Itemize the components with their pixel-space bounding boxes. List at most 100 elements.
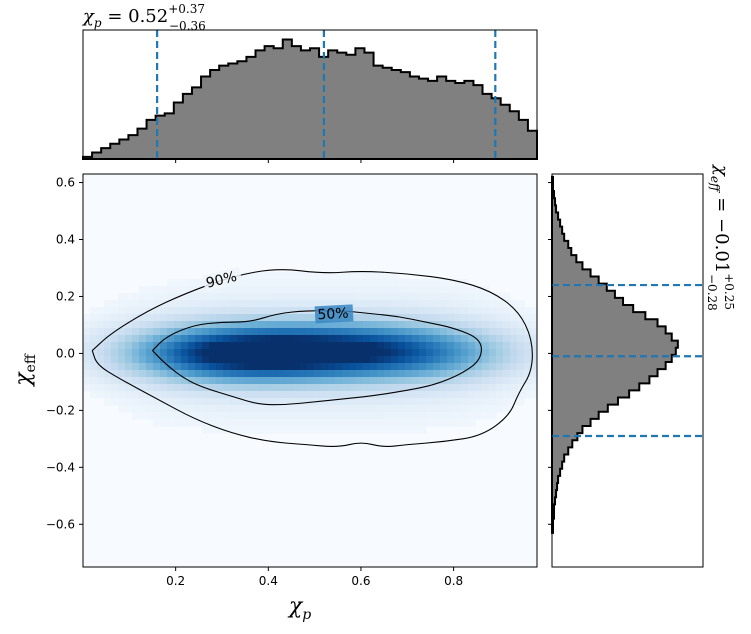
density-cell <box>496 349 504 357</box>
density-cell <box>510 300 518 308</box>
density-cell <box>468 328 476 336</box>
density-cell <box>426 321 434 329</box>
density-cell <box>440 363 448 371</box>
density-cell <box>160 307 168 315</box>
density-cell <box>244 335 252 343</box>
density-cell <box>314 342 322 350</box>
density-cell <box>125 300 133 308</box>
density-cell <box>293 349 301 357</box>
density-cell <box>153 314 161 322</box>
y-tick-label: −0.6 <box>46 517 75 531</box>
density-cell <box>377 377 385 385</box>
density-cell <box>412 398 420 406</box>
density-cell <box>258 405 266 413</box>
density-cell <box>335 377 343 385</box>
density-cell <box>454 398 462 406</box>
density-cell <box>461 412 469 420</box>
density-cell <box>391 293 399 301</box>
density-cell <box>272 370 280 378</box>
density-cell <box>503 342 511 350</box>
density-cell <box>293 314 301 322</box>
density-cell <box>125 293 133 301</box>
density-cell <box>342 328 350 336</box>
density-cell <box>181 391 189 399</box>
density-cell <box>90 356 98 364</box>
density-cell <box>265 335 273 343</box>
density-cell <box>139 286 147 294</box>
density-cell <box>279 349 287 357</box>
density-cell <box>90 328 98 336</box>
density-cell <box>335 370 343 378</box>
density-cell <box>314 335 322 343</box>
density-cell <box>300 356 308 364</box>
density-cell <box>195 384 203 392</box>
density-cell <box>174 307 182 315</box>
density-cell <box>370 377 378 385</box>
density-cell <box>230 342 238 350</box>
density-cell <box>531 370 537 378</box>
density-cell <box>209 349 217 357</box>
density-cell <box>132 335 140 343</box>
density-cell <box>265 300 273 308</box>
density-cell <box>244 314 252 322</box>
density-cell <box>335 363 343 371</box>
density-cell <box>475 286 483 294</box>
density-cell <box>279 426 287 434</box>
right-histogram-yticks <box>548 182 552 525</box>
density-cell <box>356 307 364 315</box>
density-cell <box>146 384 154 392</box>
density-cell <box>426 286 434 294</box>
density-cell <box>279 307 287 315</box>
density-cell <box>181 370 189 378</box>
density-cell <box>118 377 126 385</box>
density-cell <box>265 363 273 371</box>
density-cell <box>286 293 294 301</box>
density-cell <box>335 293 343 301</box>
density-cell <box>524 314 532 322</box>
density-cell <box>398 342 406 350</box>
density-cell <box>181 328 189 336</box>
density-cell <box>237 412 245 420</box>
density-cell <box>349 412 357 420</box>
density-cell <box>398 356 406 364</box>
density-cell <box>342 272 350 280</box>
density-cell <box>370 363 378 371</box>
density-cell <box>363 307 371 315</box>
density-cell <box>328 279 336 287</box>
density-cell <box>419 328 427 336</box>
density-cell <box>286 307 294 315</box>
density-cell <box>307 356 315 364</box>
density-cell <box>216 293 224 301</box>
density-cell <box>167 349 175 357</box>
right-quantile-lines <box>552 283 703 438</box>
density-cell <box>524 342 532 350</box>
density-cell <box>83 342 91 350</box>
density-cell <box>321 419 329 427</box>
density-cell <box>223 384 231 392</box>
density-cell <box>384 405 392 413</box>
density-cell <box>531 391 537 399</box>
density-cell <box>209 300 217 308</box>
density-cell <box>307 370 315 378</box>
density-cell <box>167 391 175 399</box>
density-cell <box>125 314 133 322</box>
density-cell <box>286 384 294 392</box>
y-tick-label: −0.2 <box>46 403 75 417</box>
density-cell <box>111 342 119 350</box>
density-cell <box>440 307 448 315</box>
density-cell <box>356 300 364 308</box>
density-cell <box>181 356 189 364</box>
density-cell <box>398 391 406 399</box>
density-cell <box>482 293 490 301</box>
density-cell <box>489 300 497 308</box>
density-cell <box>405 342 413 350</box>
density-cell <box>482 356 490 364</box>
density-cell <box>258 342 266 350</box>
density-cell <box>195 279 203 287</box>
density-cell <box>90 307 98 315</box>
density-cell <box>321 279 329 287</box>
density-cell <box>251 377 259 385</box>
density-cell <box>153 286 161 294</box>
density-cell <box>377 370 385 378</box>
density-cell <box>237 405 245 413</box>
